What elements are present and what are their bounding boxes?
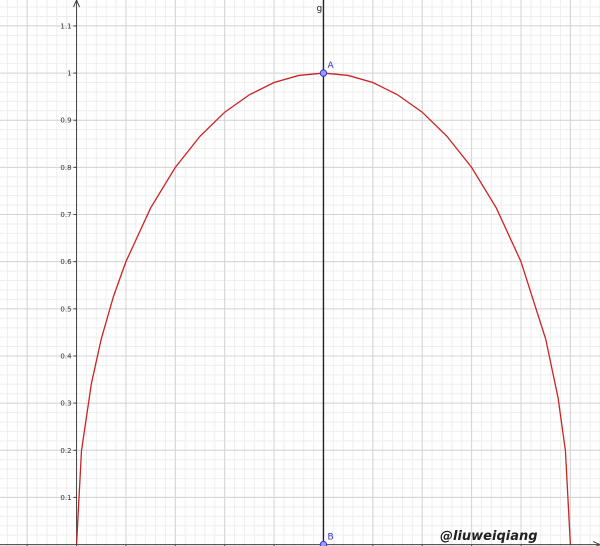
curves: fg bbox=[75, 0, 572, 546]
y-tick-label: 0.1 bbox=[60, 494, 71, 502]
watermark-text: @liuweiqiang bbox=[440, 529, 538, 544]
tick-labels: -0.100.10.20.30.40.50.60.70.80.90.10.20.… bbox=[60, 22, 72, 502]
y-tick-label: 0.7 bbox=[60, 211, 71, 219]
y-tick-label: 0.6 bbox=[60, 258, 72, 266]
y-axis-arrow bbox=[73, 0, 81, 8]
y-tick-label: 0.2 bbox=[60, 447, 71, 455]
x-axis-arrow bbox=[592, 541, 600, 546]
y-tick-label: 0.8 bbox=[60, 164, 71, 172]
y-tick-label: 0.9 bbox=[60, 117, 71, 125]
y-tick-label: 0.5 bbox=[60, 305, 71, 313]
y-tick-label: 1.1 bbox=[60, 22, 71, 30]
line-label: g bbox=[316, 4, 322, 14]
y-tick-label: 0.4 bbox=[60, 352, 72, 360]
point-A bbox=[319, 69, 328, 77]
points: AB bbox=[319, 61, 334, 546]
point-label: A bbox=[327, 61, 334, 71]
y-tick-label: 1 bbox=[67, 70, 71, 78]
point-label: B bbox=[327, 533, 333, 543]
point-B bbox=[319, 540, 328, 546]
curve-f bbox=[75, 72, 572, 545]
y-tick-label: 0.3 bbox=[60, 400, 71, 408]
